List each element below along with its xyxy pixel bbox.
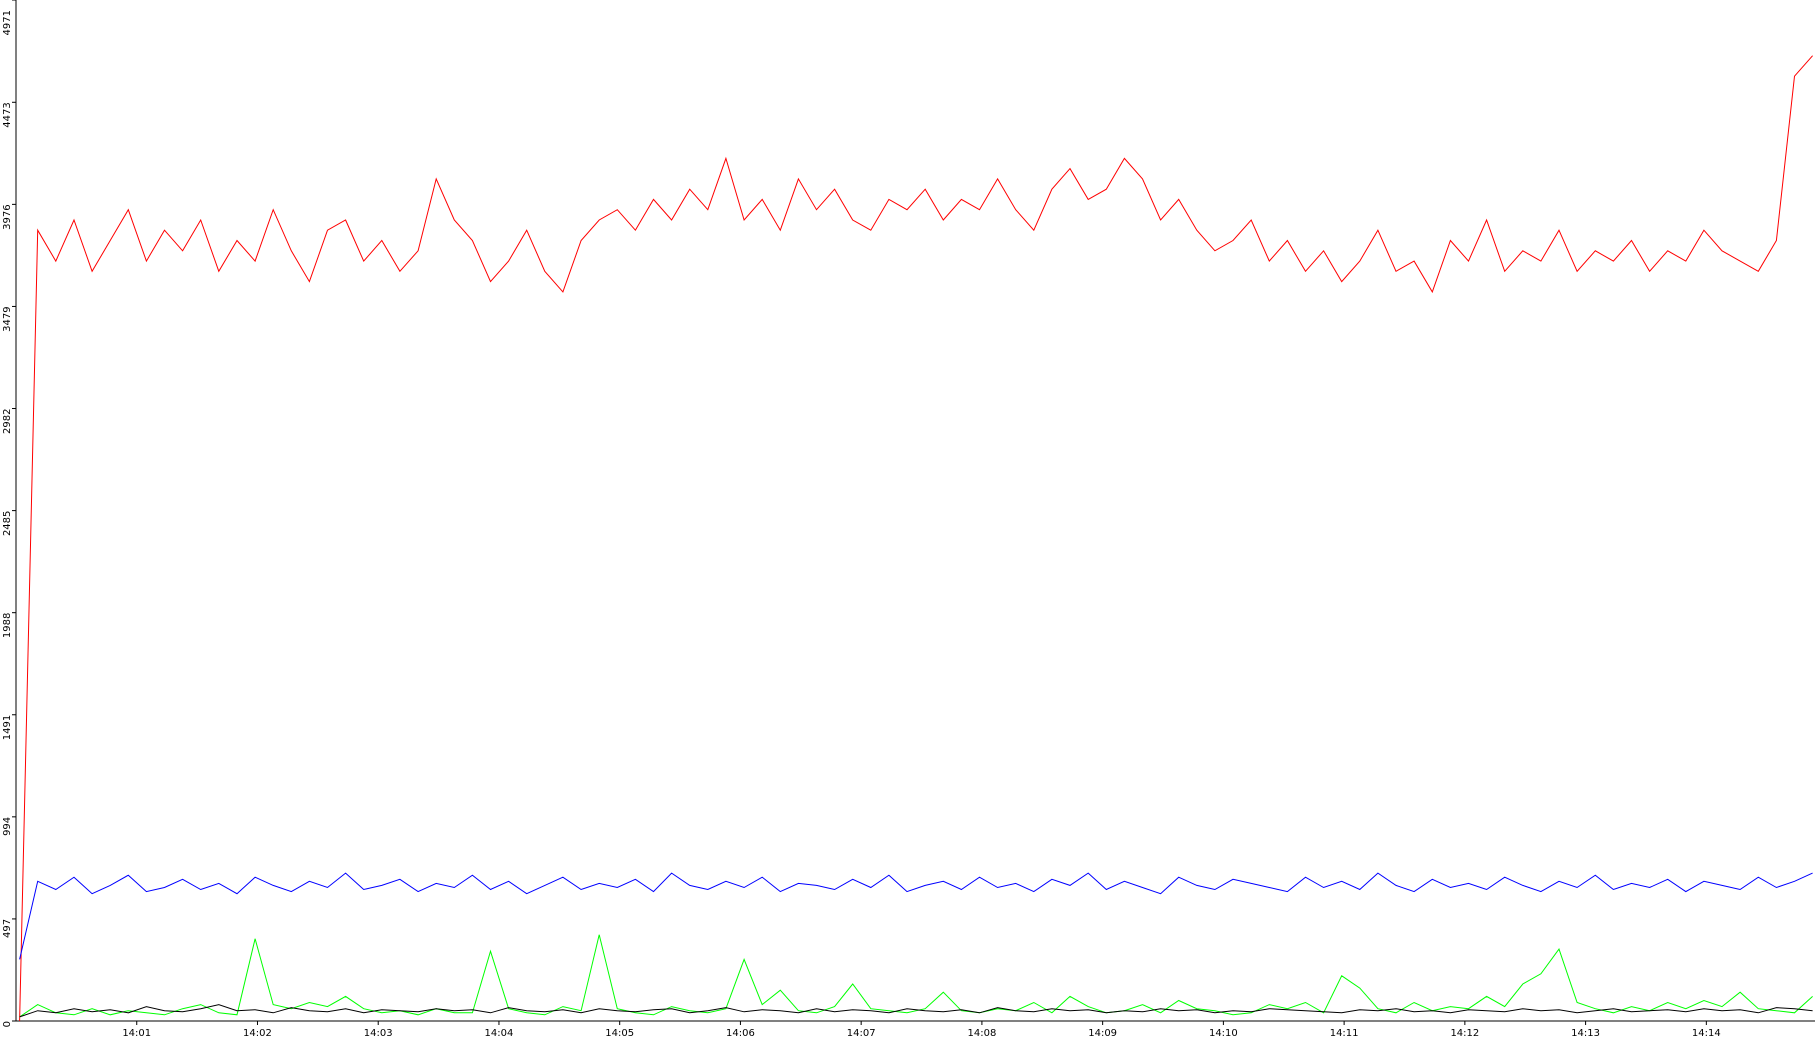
x-tick-label: 14:02 bbox=[243, 1028, 272, 1039]
x-tick-label: 14:08 bbox=[967, 1028, 996, 1039]
series-line bbox=[19, 1004, 1813, 1018]
y-tick-label: 3976 bbox=[2, 204, 13, 229]
y-tick-label: 1988 bbox=[2, 613, 13, 638]
x-tick-label: 14:10 bbox=[1209, 1028, 1238, 1039]
series-line bbox=[19, 872, 1813, 960]
x-tick-label: 14:04 bbox=[485, 1028, 514, 1039]
x-tick-label: 14:06 bbox=[726, 1028, 755, 1039]
y-tick-label: 4473 bbox=[2, 102, 13, 127]
x-tick-label: 14:07 bbox=[847, 1028, 876, 1039]
x-tick-label: 14:05 bbox=[605, 1028, 634, 1039]
y-tick-label: 2982 bbox=[2, 409, 13, 434]
series-line bbox=[19, 934, 1813, 1018]
y-tick-label: 497 bbox=[2, 919, 13, 938]
x-tick-label: 14:12 bbox=[1450, 1028, 1479, 1039]
y-tick-label: 0 bbox=[2, 1021, 13, 1027]
y-tick-label: 4971 bbox=[2, 10, 13, 35]
y-tick-label: 2485 bbox=[2, 511, 13, 536]
x-tick-label: 14:13 bbox=[1571, 1028, 1600, 1039]
series-line bbox=[19, 55, 1813, 1022]
y-tick-label: 1491 bbox=[2, 715, 13, 740]
x-tick-label: 14:03 bbox=[364, 1028, 393, 1039]
x-tick-label: 14:01 bbox=[122, 1028, 151, 1039]
y-tick-label: 994 bbox=[2, 817, 13, 836]
x-tick-label: 14:14 bbox=[1692, 1028, 1721, 1039]
y-tick-label: 3479 bbox=[2, 306, 13, 331]
x-tick-label: 14:09 bbox=[1088, 1028, 1117, 1039]
x-tick-label: 14:11 bbox=[1330, 1028, 1359, 1039]
